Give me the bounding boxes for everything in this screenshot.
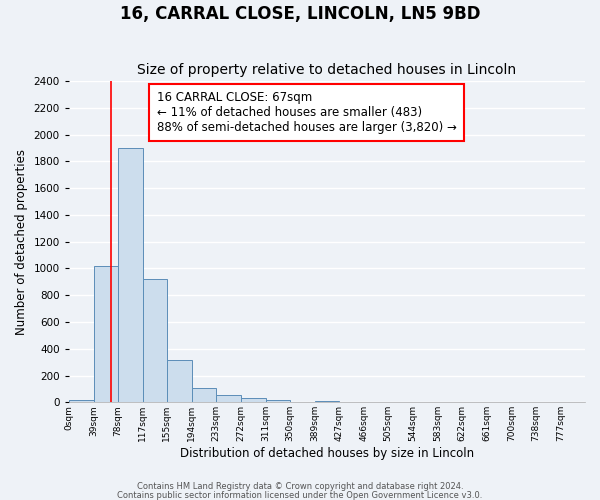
Bar [315,401,339,402]
Y-axis label: Number of detached properties: Number of detached properties [15,148,28,334]
Bar [241,398,266,402]
X-axis label: Distribution of detached houses by size in Lincoln: Distribution of detached houses by size … [180,447,474,460]
Bar [143,279,167,402]
Text: Contains HM Land Registry data © Crown copyright and database right 2024.: Contains HM Land Registry data © Crown c… [137,482,463,491]
Title: Size of property relative to detached houses in Lincoln: Size of property relative to detached ho… [137,63,517,77]
Text: Contains public sector information licensed under the Open Government Licence v3: Contains public sector information licen… [118,490,482,500]
Bar [191,388,216,402]
Bar [94,266,118,402]
Bar [69,400,94,402]
Text: 16 CARRAL CLOSE: 67sqm
← 11% of detached houses are smaller (483)
88% of semi-de: 16 CARRAL CLOSE: 67sqm ← 11% of detached… [157,90,457,134]
Bar [118,148,143,403]
Bar [266,400,290,402]
Bar [216,395,241,402]
Bar [167,360,191,403]
Text: 16, CARRAL CLOSE, LINCOLN, LN5 9BD: 16, CARRAL CLOSE, LINCOLN, LN5 9BD [120,5,480,23]
